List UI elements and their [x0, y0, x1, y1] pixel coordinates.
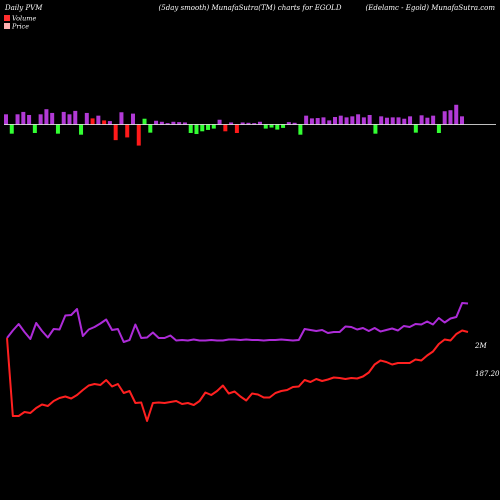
pvm-bar: [4, 114, 8, 125]
pvm-bar: [338, 115, 343, 125]
pvm-bar: [425, 117, 430, 125]
pvm-bar: [21, 111, 26, 125]
pvm-bar: [50, 112, 55, 125]
pvm-bar: [211, 124, 216, 129]
pvm-bar: [436, 124, 441, 133]
legend-price-label: Price: [11, 23, 29, 31]
pvm-bar: [217, 119, 222, 125]
pvm-bar: [269, 124, 274, 128]
pvm-bar: [257, 121, 262, 125]
pvm-bar: [384, 117, 389, 125]
pvm-bar: [315, 118, 320, 125]
pvm-bar: [84, 112, 89, 125]
pvm-bar: [373, 124, 378, 134]
header-center: (5day smooth) MunafaSutra(TM) charts for…: [159, 4, 342, 12]
price-end-label: 187.20: [475, 370, 500, 378]
pvm-bar: [38, 114, 43, 125]
pvm-bar: [113, 124, 118, 141]
volume-end-label: 2M: [474, 342, 487, 350]
pvm-bar: [27, 114, 32, 125]
volume-line: [6, 302, 469, 343]
pvm-bar: [333, 117, 338, 125]
pvm-bar: [460, 116, 464, 125]
pvm-bar: [182, 122, 187, 125]
pvm-bar: [130, 113, 135, 125]
pvm-bar: [321, 117, 326, 125]
pvm-bar: [234, 124, 239, 133]
pvm-bar: [90, 118, 95, 125]
pvm-bar: [286, 122, 291, 125]
legend-volume-swatch: [4, 15, 10, 21]
pvm-bar: [73, 110, 78, 125]
legend-volume-label: Volume: [12, 15, 36, 23]
pvm-bar: [159, 121, 164, 125]
pvm-bar: [15, 114, 20, 125]
pvm-bar: [125, 124, 130, 138]
pvm-bar: [304, 115, 309, 125]
pvm-bar: [419, 115, 424, 125]
pvm-bar: [136, 124, 141, 146]
pvm-bar: [194, 124, 199, 135]
pvm-bar: [402, 118, 407, 125]
pvm-bars: [4, 104, 464, 146]
pvm-bar: [177, 122, 182, 125]
pvm-bar: [61, 111, 66, 125]
pvm-bar: [408, 116, 413, 125]
pvm-bar: [263, 124, 268, 129]
pvm-bar: [96, 115, 101, 125]
pvm-bar: [396, 117, 401, 125]
pvm-bar: [413, 124, 418, 133]
pvm-bar: [356, 114, 361, 125]
pvm-bar: [252, 123, 257, 125]
price-line: [6, 329, 469, 422]
pvm-bar: [67, 114, 72, 125]
pvm-bar: [79, 124, 84, 135]
pvm-bar: [223, 124, 228, 132]
pvm-bar: [298, 124, 303, 135]
pvm-bar: [154, 120, 159, 125]
pvm-bar: [165, 123, 170, 125]
pvm-bar: [44, 109, 49, 125]
pvm-bar: [171, 121, 176, 125]
pvm-bar: [292, 122, 297, 125]
pvm-bar: [367, 114, 372, 125]
pvm-bar: [442, 111, 447, 125]
pvm-bar: [148, 124, 153, 133]
header-right: (Edelamc - Egold) MunafaSutra.com: [366, 4, 496, 12]
pvm-bar: [107, 121, 112, 125]
pvm-bar: [119, 112, 124, 125]
pvm-bar: [454, 104, 459, 125]
pvm-bar: [102, 120, 107, 125]
pvm-bar: [9, 124, 14, 134]
pvm-bar: [448, 110, 453, 125]
pvm-bar: [240, 122, 245, 125]
pvm-bar: [206, 124, 211, 130]
pvm-bar: [379, 116, 384, 125]
pvm-bar: [229, 122, 234, 125]
pvm-bar: [275, 124, 280, 130]
pvm-bar: [344, 117, 349, 125]
pvm-bar: [309, 118, 314, 125]
pvm-bar: [431, 115, 436, 125]
pvm-bar: [188, 124, 193, 133]
pvm-bar: [246, 122, 251, 125]
pvm-bar: [200, 124, 205, 132]
legend-price-swatch: [4, 23, 10, 29]
pvm-bar: [32, 124, 37, 133]
pvm-bar: [361, 117, 366, 125]
pvm-bar: [350, 116, 355, 125]
pvm-bar: [55, 124, 60, 134]
pvm-bar: [281, 124, 286, 128]
pvm-bar: [327, 120, 332, 125]
header-left: Daily PVM: [4, 4, 43, 12]
pvm-bar: [142, 118, 147, 125]
pvm-bar: [390, 117, 395, 125]
